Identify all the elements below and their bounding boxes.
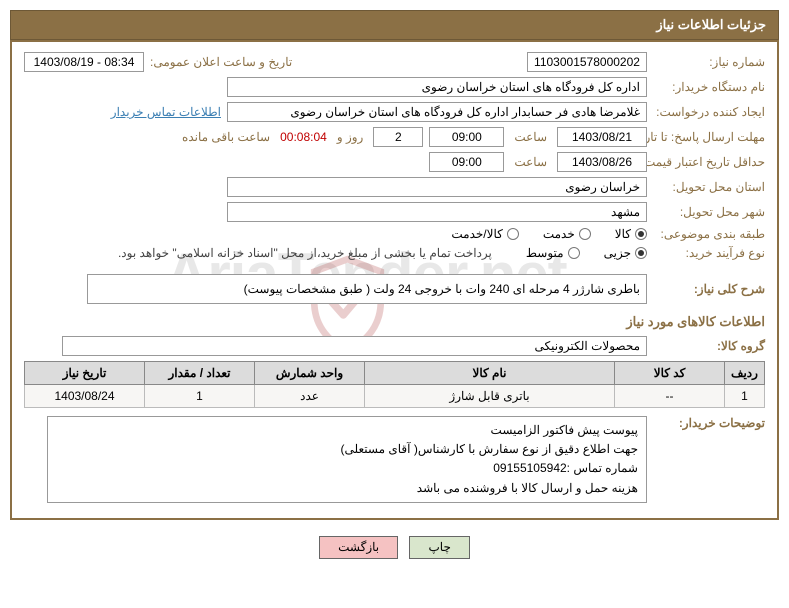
city-field[interactable] <box>227 202 647 222</box>
buyer-org-field[interactable] <box>227 77 647 97</box>
th-name: نام کالا <box>365 362 615 385</box>
main-panel: شماره نیاز: تاریخ و ساعت اعلان عمومی: نا… <box>10 40 779 520</box>
radio-dot-icon <box>635 228 647 240</box>
public-ann-label: تاریخ و ساعت اعلان عمومی: <box>150 55 292 69</box>
purchase-type-label: نوع فرآیند خرید: <box>653 246 765 260</box>
radio-dot-icon <box>635 247 647 259</box>
cell-code: -- <box>615 385 725 408</box>
radio-dot-icon <box>579 228 591 240</box>
cell-date: 1403/08/24 <box>25 385 145 408</box>
purchase-note: پرداخت تمام یا بخشی از مبلغ خرید،از محل … <box>118 246 492 260</box>
th-qty: تعداد / مقدار <box>145 362 255 385</box>
notes-line-1: پیوست پیش فاکتور الزامیست <box>56 421 638 440</box>
time-label-2: ساعت <box>510 155 551 169</box>
countdown-timer: 00:08:04 <box>280 130 327 144</box>
goods-table: ردیف کد کالا نام کالا واحد شمارش تعداد /… <box>24 361 765 408</box>
remain-label: ساعت باقی مانده <box>178 130 274 144</box>
notes-line-2: جهت اطلاع دقیق از نوع سفارش با کارشناس( … <box>56 440 638 459</box>
radio-kalakhadamat[interactable]: کالا/خدمت <box>451 227 518 241</box>
valid-date-field[interactable] <box>557 152 647 172</box>
time-label-1: ساعت <box>510 130 551 144</box>
radio-kala-label: کالا <box>615 227 631 241</box>
radio-motavaset-label: متوسط <box>526 246 564 260</box>
buyer-notes-box: پیوست پیش فاکتور الزامیست جهت اطلاع دقیق… <box>47 416 647 503</box>
cell-qty: 1 <box>145 385 255 408</box>
panel-header: جزئیات اطلاعات نیاز <box>10 10 779 40</box>
days-remain-field[interactable] <box>373 127 423 147</box>
back-button[interactable]: بازگشت <box>319 536 398 559</box>
need-no-field[interactable] <box>527 52 647 72</box>
radio-dot-icon <box>568 247 580 259</box>
province-field[interactable] <box>227 177 647 197</box>
radio-dot-icon <box>507 228 519 240</box>
goods-info-title: اطلاعات کالاهای مورد نیاز <box>24 314 765 330</box>
notes-line-4: هزینه حمل و ارسال کالا با فروشنده می باش… <box>56 479 638 498</box>
radio-motavaset[interactable]: متوسط <box>526 246 580 260</box>
resp-time-field[interactable] <box>429 127 504 147</box>
need-no-label: شماره نیاز: <box>653 55 765 69</box>
radio-khadamat[interactable]: خدمت <box>543 227 591 241</box>
days-and-label: روز و <box>333 130 368 144</box>
resp-deadline-label: مهلت ارسال پاسخ: تا تاریخ: <box>653 130 765 144</box>
buyer-notes-label: توضیحات خریدار: <box>653 416 765 430</box>
city-label: شهر محل تحویل: <box>653 205 765 219</box>
radio-kalakhadamat-label: کالا/خدمت <box>451 227 502 241</box>
need-desc-label: شرح کلی نیاز: <box>653 282 765 296</box>
price-valid-label: حداقل تاریخ اعتبار قیمت: تا تاریخ: <box>653 155 765 169</box>
th-date: تاریخ نیاز <box>25 362 145 385</box>
radio-jozi[interactable]: جزیی <box>604 246 647 260</box>
table-row: 1 -- باتری قابل شارژ عدد 1 1403/08/24 <box>25 385 765 408</box>
radio-khadamat-label: خدمت <box>543 227 575 241</box>
radio-kala[interactable]: کالا <box>615 227 647 241</box>
th-code: کد کالا <box>615 362 725 385</box>
valid-time-field[interactable] <box>429 152 504 172</box>
goods-group-label: گروه کالا: <box>653 339 765 353</box>
public-ann-field[interactable] <box>24 52 144 72</box>
province-label: استان محل تحویل: <box>653 180 765 194</box>
requester-field[interactable] <box>227 102 647 122</box>
category-label: طبقه بندی موضوعی: <box>653 227 765 241</box>
need-desc-box: باطری شارژر 4 مرحله ای 240 وات با خروجی … <box>87 274 647 304</box>
radio-jozi-label: جزیی <box>604 246 631 260</box>
requester-label: ایجاد کننده درخواست: <box>653 105 765 119</box>
cell-name: باتری قابل شارژ <box>365 385 615 408</box>
resp-date-field[interactable] <box>557 127 647 147</box>
th-radif: ردیف <box>725 362 765 385</box>
cell-unit: عدد <box>255 385 365 408</box>
notes-line-3: شماره تماس :09155105942 <box>56 459 638 478</box>
goods-group-field[interactable] <box>62 336 647 356</box>
cell-radif: 1 <box>725 385 765 408</box>
print-button[interactable]: چاپ <box>409 536 469 559</box>
th-unit: واحد شمارش <box>255 362 365 385</box>
buyer-org-label: نام دستگاه خریدار: <box>653 80 765 94</box>
need-desc-text: باطری شارژر 4 مرحله ای 240 وات با خروجی … <box>244 282 640 296</box>
buyer-contact-link[interactable]: اطلاعات تماس خریدار <box>111 105 221 119</box>
button-row: چاپ بازگشت <box>0 528 789 569</box>
